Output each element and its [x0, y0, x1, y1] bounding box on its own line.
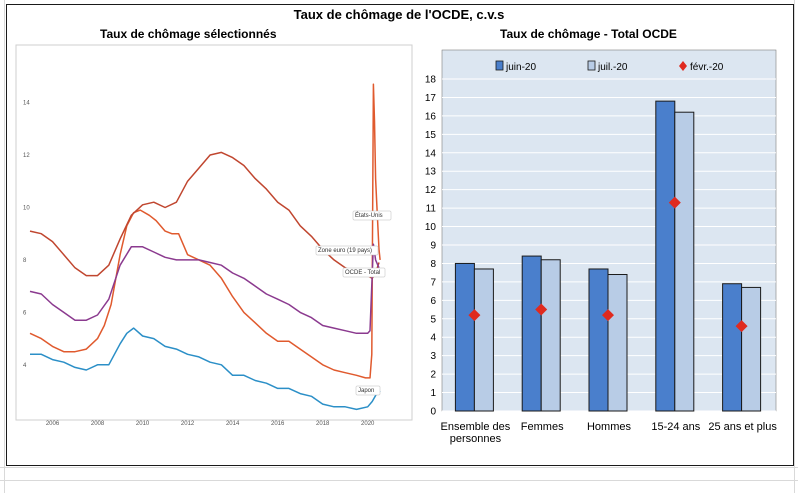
- right-chart-title: Taux de chômage - Total OCDE: [500, 27, 677, 41]
- y-tick-label: 10: [425, 222, 437, 233]
- y-tick-label: 2: [430, 370, 436, 381]
- bar: [521, 255, 542, 412]
- series-annotation: États-Unis: [355, 212, 383, 219]
- x-tick-label: 2012: [181, 421, 195, 427]
- bar: [722, 283, 743, 412]
- x-tick-label: 2006: [46, 421, 60, 427]
- sheet-gridline: [4, 0, 5, 493]
- y-tick-label: 13: [425, 167, 437, 178]
- series-line: [29, 151, 380, 280]
- sheet-gridline: [0, 467, 798, 468]
- y-tick-label: 5: [430, 314, 436, 325]
- annotation-box: [342, 267, 386, 278]
- y-tick-label: 4: [430, 333, 436, 344]
- legend-label: févr.-20: [690, 62, 724, 73]
- marker-point: [535, 303, 548, 316]
- bar: [655, 100, 676, 412]
- x-tick-label: 2016: [271, 421, 285, 427]
- y-tick-label: 16: [425, 111, 437, 122]
- marker-point: [668, 196, 681, 209]
- series-annotation: Japon: [358, 388, 374, 394]
- series-line: [29, 83, 381, 379]
- bar: [741, 286, 762, 412]
- y-tick-label: 18: [425, 75, 437, 86]
- sheet-gridline: [794, 0, 795, 493]
- y-tick-label: 12: [425, 185, 437, 196]
- y-tick-label: 15: [425, 130, 437, 141]
- footer-text-fragment: [8, 484, 338, 493]
- bar: [473, 268, 494, 412]
- legend-swatch: [587, 60, 596, 71]
- y-tick-label: 12: [23, 153, 30, 159]
- y-tick-label: 8: [430, 259, 436, 270]
- legend-label: juin-20: [505, 62, 536, 73]
- left-chart-title: Taux de chômage sélectionnés: [100, 27, 277, 41]
- legend-swatch: [495, 60, 504, 71]
- y-tick-label: 4: [23, 363, 27, 369]
- x-tick-label: 2020: [361, 421, 375, 427]
- x-category-label: Hommes: [587, 421, 632, 433]
- y-tick-label: 8: [23, 258, 27, 264]
- marker-point: [735, 320, 748, 333]
- annotation-box: [315, 245, 379, 256]
- series-annotation: OCDE - Total: [345, 270, 380, 276]
- y-tick-label: 3: [430, 351, 436, 362]
- x-category-label: Femmes: [521, 421, 564, 433]
- main-title: Taux de chômage de l'OCDE, c.v.s: [293, 7, 505, 22]
- y-tick-label: 1: [430, 388, 436, 399]
- y-tick-label: 7: [430, 277, 436, 288]
- bar: [674, 111, 695, 412]
- y-tick-label: 6: [430, 296, 436, 307]
- sheet-gridline: [0, 480, 798, 481]
- series-line: [30, 327, 381, 411]
- legend-swatch: [679, 61, 687, 71]
- y-tick-label: 14: [23, 101, 30, 107]
- x-category-label: personnes: [450, 433, 502, 445]
- marker-point: [468, 309, 481, 322]
- bar: [588, 268, 609, 412]
- series-line: [29, 243, 380, 335]
- x-tick-label: 2008: [91, 421, 105, 427]
- bar: [454, 262, 475, 412]
- y-tick-label: 17: [425, 93, 437, 104]
- bar: [540, 259, 561, 412]
- legend-label: juil.-20: [597, 62, 628, 73]
- x-tick-label: 2010: [136, 421, 150, 427]
- x-category-label: 25 ans et plus: [708, 421, 777, 433]
- annotation-box: [352, 210, 392, 221]
- bar: [607, 274, 628, 412]
- y-tick-label: 11: [426, 204, 437, 215]
- y-tick-label: 0: [430, 407, 436, 418]
- x-category-label: 15-24 ans: [651, 421, 700, 433]
- annotation-box: [355, 385, 381, 396]
- y-tick-label: 9: [430, 241, 436, 252]
- marker-point: [602, 309, 614, 322]
- x-tick-label: 2014: [226, 421, 240, 427]
- y-tick-label: 14: [425, 148, 437, 159]
- x-category-label: Ensemble des: [441, 421, 511, 433]
- x-tick-label: 2018: [316, 421, 330, 427]
- series-annotation: Zone euro (19 pays): [318, 248, 372, 254]
- plot-area: [15, 44, 413, 421]
- y-tick-label: 6: [23, 310, 27, 316]
- y-tick-label: 10: [23, 205, 30, 211]
